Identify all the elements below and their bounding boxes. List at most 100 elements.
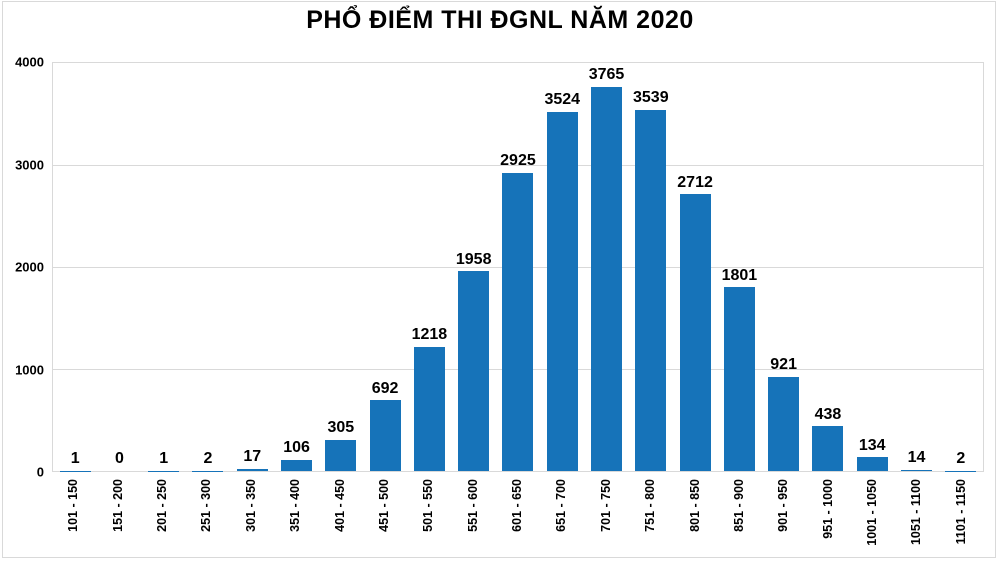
bar-cell: 438: [806, 63, 850, 471]
x-axis-tick: 501 - 550: [407, 479, 451, 559]
bar-value-label: 134: [858, 436, 886, 454]
bar-cell: 2: [186, 63, 230, 471]
bar-cell: 692: [363, 63, 407, 471]
bar-cell: 106: [274, 63, 318, 471]
bar-value-label: 106: [283, 439, 310, 457]
bar-value-label: 2: [203, 450, 213, 467]
bar-cell: 1: [53, 63, 97, 471]
x-axis-tick-label: 401 - 450: [332, 479, 347, 532]
bar-value-label: 3765: [588, 66, 625, 84]
bar: [635, 110, 667, 471]
x-axis-tick-label: 651 - 700: [554, 479, 569, 532]
x-axis-tick: 401 - 450: [318, 479, 362, 559]
bar-cell: 134: [850, 63, 894, 471]
bar: [679, 194, 711, 471]
bar-cell: 2: [939, 63, 983, 471]
x-axis-tick: 1101 - 1150: [940, 479, 984, 559]
bar: [591, 86, 622, 471]
bar-value-label: 0: [114, 450, 124, 468]
bar-value-label: 1958: [455, 250, 492, 268]
bar-value-label: 921: [770, 356, 797, 374]
x-axis-tick: 701 - 750: [585, 479, 629, 559]
x-axis-tick-label: 301 - 350: [243, 479, 258, 532]
x-axis-tick: 351 - 400: [274, 479, 318, 559]
bar-value-label: 1: [159, 450, 169, 468]
bar: [900, 469, 932, 471]
x-axis-tick-label: 351 - 400: [288, 479, 303, 532]
x-axis-tick-label: 151 - 200: [110, 479, 125, 532]
gridline: [53, 165, 983, 166]
bar-cell: 2925: [496, 63, 540, 471]
x-axis-tick-label: 801 - 850: [687, 479, 702, 532]
x-axis-tick: 851 - 900: [718, 479, 762, 559]
x-axis-tick-label: 251 - 300: [199, 479, 214, 532]
bar-value-label: 14: [907, 448, 926, 466]
y-axis-tick-label: 0: [36, 464, 44, 480]
bar-value-label: 2925: [500, 151, 536, 169]
bar: [369, 400, 401, 471]
x-axis-tick-label: 1001 - 1050: [865, 479, 880, 546]
bar-cell: 2712: [673, 63, 717, 471]
x-axis-tick-label: 1051 - 1100: [909, 479, 924, 546]
x-axis-tick-label: 501 - 550: [421, 479, 436, 532]
y-axis-tick-label: 2000: [15, 259, 44, 275]
x-axis-tick-label: 551 - 600: [465, 479, 480, 532]
bar-cell: 1958: [452, 63, 496, 471]
bar: [413, 346, 445, 471]
x-axis-tick: 201 - 250: [141, 479, 185, 559]
x-axis-tick: 601 - 650: [496, 479, 540, 559]
x-axis-tick-label: 101 - 150: [66, 479, 81, 532]
bar-value-label: 3524: [544, 90, 581, 108]
bar-cell: 3765: [584, 63, 628, 471]
bar: [546, 111, 578, 471]
bar-cell: 1801: [717, 63, 761, 471]
x-axis-tick-label: 901 - 950: [776, 479, 791, 532]
x-axis-tick: 751 - 800: [629, 479, 673, 559]
x-axis-tick: 301 - 350: [230, 479, 274, 559]
chart-title: PHỔ ĐIỂM THI ĐGNL NĂM 2020: [306, 6, 694, 34]
x-axis-tick-label: 601 - 650: [510, 479, 525, 532]
bar-value-label: 1218: [411, 325, 448, 343]
bar-value-label: 2712: [677, 173, 713, 191]
bar: [723, 287, 755, 471]
bars-group: 1 0 1 2 17 106 305 692 1218 1958 2925 3524 3765 3539 2…: [53, 63, 983, 471]
bar-cell: 305: [319, 63, 363, 471]
bar: [812, 426, 844, 471]
x-axis-tick: 451 - 500: [363, 479, 407, 559]
bar-cell: 1: [142, 63, 186, 471]
x-axis-tick: 951 - 1000: [806, 479, 850, 559]
bar-cell: 17: [230, 63, 274, 471]
bar: [856, 457, 888, 471]
x-axis: 101 - 150 151 - 200 201 - 250 251 - 300 301 …: [52, 479, 984, 559]
plot-area: 1 0 1 2 17 106 305 692 1218 1958 2925 3524 3765 3539 2…: [52, 62, 984, 472]
bar: [281, 460, 313, 471]
bar-cell: 1218: [407, 63, 451, 471]
x-axis-tick: 801 - 850: [673, 479, 717, 559]
bar-value-label: 438: [814, 405, 842, 423]
x-axis-tick-label: 451 - 500: [376, 479, 391, 532]
bar-value-label: 17: [243, 448, 262, 466]
bar-cell: 3524: [540, 63, 584, 471]
x-axis-tick-label: 1101 - 1150: [953, 479, 968, 545]
bar: [768, 377, 800, 471]
y-axis-tick-label: 1000: [15, 362, 44, 377]
x-axis-tick-label: 201 - 250: [155, 479, 170, 532]
bar: [236, 469, 268, 471]
y-axis-tick-label: 3000: [15, 157, 44, 172]
bar-value-label: 2: [956, 450, 966, 467]
y-axis-tick-label: 4000: [15, 54, 44, 70]
bar: [325, 439, 357, 471]
bar-cell: 0: [97, 63, 141, 471]
x-axis-tick: 901 - 950: [762, 479, 806, 559]
x-axis-tick-label: 851 - 900: [731, 479, 746, 532]
bar-cell: 3539: [629, 63, 673, 471]
x-axis-tick: 251 - 300: [185, 479, 229, 559]
bar-cell: 921: [762, 63, 806, 471]
x-axis-tick-label: 701 - 750: [598, 479, 613, 532]
bar: [502, 172, 534, 471]
x-axis-tick: 151 - 200: [96, 479, 140, 559]
x-axis-tick-label: 751 - 800: [643, 479, 658, 532]
x-axis-tick-label: 951 - 1000: [820, 479, 835, 539]
bar-value-label: 3539: [633, 89, 669, 107]
